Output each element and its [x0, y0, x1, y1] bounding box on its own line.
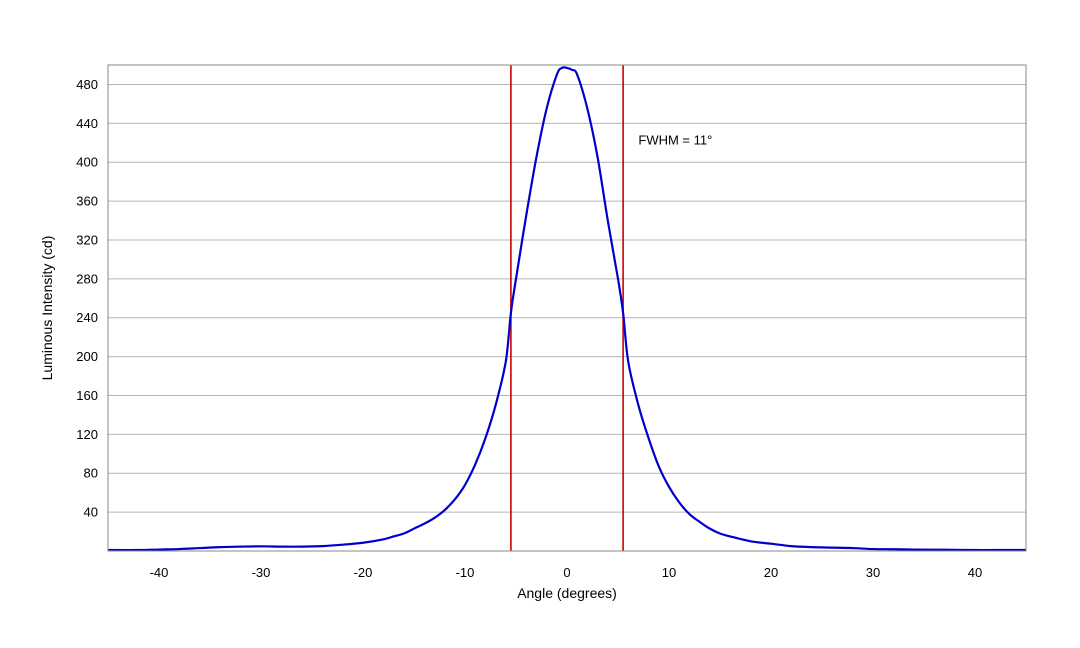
x-tick-label: -20 — [354, 565, 373, 580]
y-tick-label: 120 — [76, 427, 98, 442]
y-tick-label: 280 — [76, 271, 98, 286]
y-tick-label: 360 — [76, 194, 98, 209]
x-tick-label: 0 — [563, 565, 570, 580]
y-axis-title: Luminous Intensity (cd) — [39, 236, 55, 381]
y-tick-label: 160 — [76, 388, 98, 403]
y-tick-label: 200 — [76, 349, 98, 364]
annotations: FWHM = 11° — [638, 133, 712, 148]
fwhm-annotation: FWHM = 11° — [638, 133, 712, 148]
x-tick-label: 30 — [866, 565, 880, 580]
x-tick-label: -30 — [252, 565, 271, 580]
x-axis-title: Angle (degrees) — [517, 585, 617, 601]
fwhm-reference-lines — [510, 65, 624, 551]
plot-frame — [107, 64, 1027, 552]
x-tick-label: 20 — [764, 565, 778, 580]
intensity-series-line — [107, 66, 1026, 552]
y-tick-label: 400 — [76, 155, 98, 170]
y-tick-label: 240 — [76, 310, 98, 325]
y-tick-label: 40 — [84, 505, 98, 520]
x-tick-label: -40 — [150, 565, 169, 580]
y-tick-label: 80 — [84, 466, 98, 481]
y-tick-label: 320 — [76, 232, 98, 247]
x-tick-label: 40 — [968, 565, 982, 580]
x-tick-label: -10 — [456, 565, 475, 580]
x-tick-label: 10 — [662, 565, 676, 580]
grid-lines — [108, 83, 1026, 513]
series-layer — [107, 66, 1026, 552]
y-tick-label: 440 — [76, 116, 98, 131]
y-tick-label: 480 — [76, 77, 98, 92]
